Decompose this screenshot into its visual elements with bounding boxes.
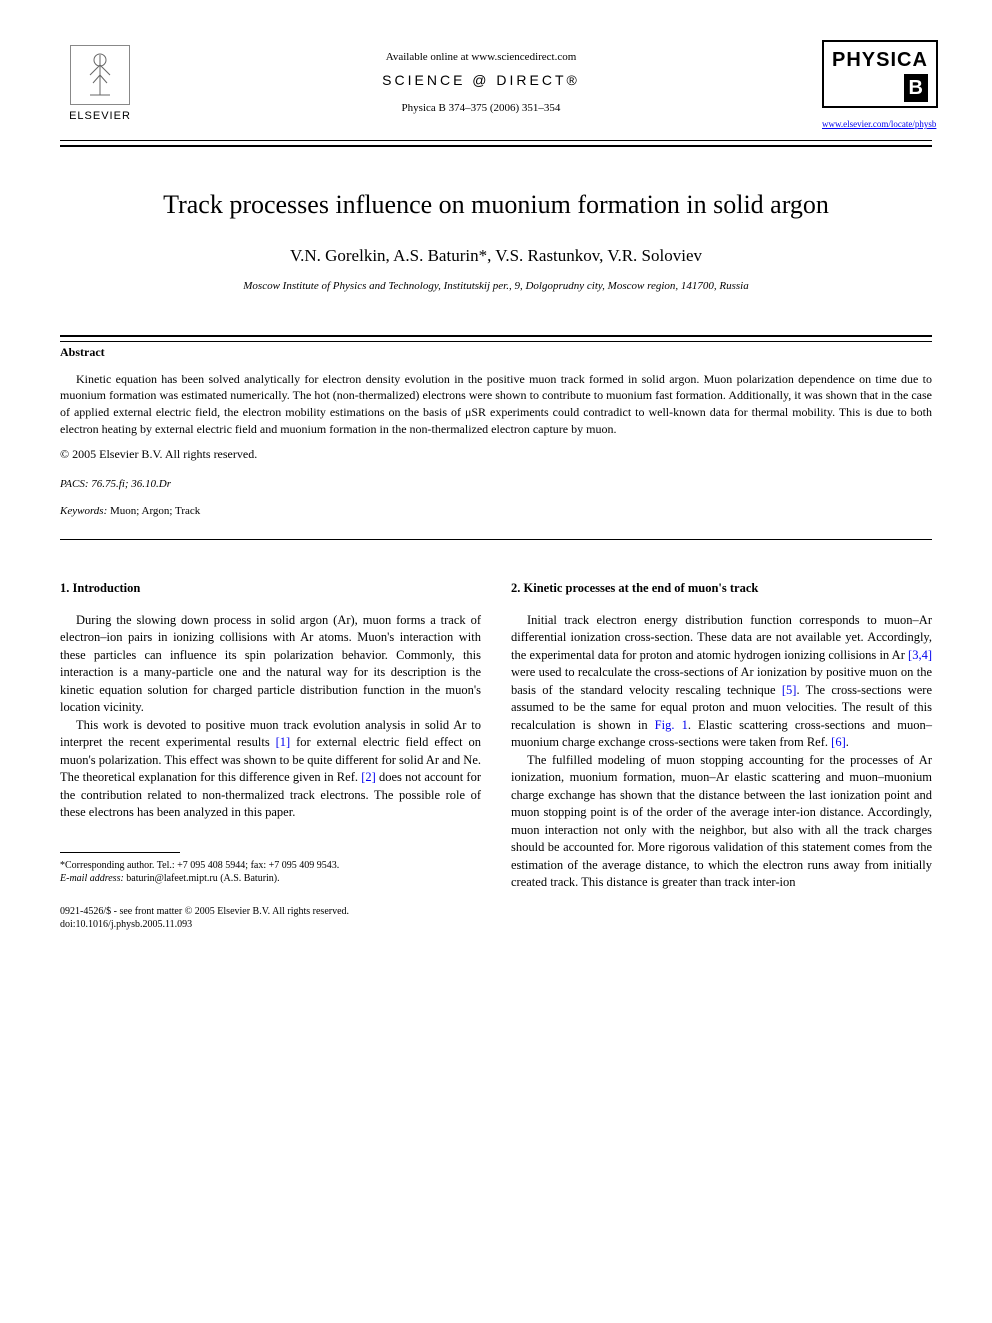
top-rule-thin: [60, 140, 932, 141]
copyright: © 2005 Elsevier B.V. All rights reserved…: [60, 446, 932, 463]
elsevier-label: ELSEVIER: [69, 109, 131, 124]
intro-p2: This work is devoted to positive muon tr…: [60, 717, 481, 822]
elsevier-tree-icon: [70, 45, 130, 105]
physica-logo: PHYSICAB www.elsevier.com/locate/physb: [822, 40, 932, 132]
ref-2-link[interactable]: [2]: [361, 770, 376, 784]
abstract-section: Abstract Kinetic equation has been solve…: [60, 344, 932, 520]
kinetic-p1a: Initial track electron energy distributi…: [511, 613, 932, 662]
physica-letter: B: [904, 74, 927, 102]
ref-6-link[interactable]: [6]: [831, 735, 846, 749]
journal-reference: Physica B 374–375 (2006) 351–354: [140, 101, 822, 116]
ref-5-link[interactable]: [5]: [782, 683, 797, 697]
ref-1-link[interactable]: [1]: [276, 735, 291, 749]
abstract-heading: Abstract: [60, 344, 932, 361]
email-label: E-mail address:: [60, 873, 124, 884]
footnote-separator: [60, 852, 180, 853]
kinetic-p2: The fulfilled modeling of muon stopping …: [511, 752, 932, 892]
footer-bar: 0921-4526/$ - see front matter © 2005 El…: [60, 905, 481, 931]
affiliation: Moscow Institute of Physics and Technolo…: [60, 279, 932, 294]
header-center: Available online at www.sciencedirect.co…: [140, 40, 822, 116]
abstract-top-rule-thin: [60, 341, 932, 342]
kinetic-p1e: .: [846, 735, 849, 749]
right-column: 2. Kinetic processes at the end of muon'…: [511, 580, 932, 931]
left-column: 1. Introduction During the slowing down …: [60, 580, 481, 931]
physica-label: PHYSICA: [832, 49, 928, 71]
authors: V.N. Gorelkin, A.S. Baturin*, V.S. Rastu…: [60, 244, 932, 268]
journal-link[interactable]: www.elsevier.com/locate/physb: [822, 119, 936, 129]
keywords: Keywords: Muon; Argon; Track: [60, 504, 932, 519]
ref-34-link[interactable]: [3,4]: [908, 648, 932, 662]
abstract-text: Kinetic equation has been solved analyti…: [60, 371, 932, 438]
doi-line: doi:10.1016/j.physb.2005.11.093: [60, 918, 481, 931]
kinetic-p1: Initial track electron energy distributi…: [511, 612, 932, 752]
corresponding-author-footnote: *Corresponding author. Tel.: +7 095 408 …: [60, 859, 481, 872]
email-footnote: E-mail address: baturin@lafeet.mipt.ru (…: [60, 872, 481, 885]
section-1-heading: 1. Introduction: [60, 580, 481, 598]
abstract-top-rule: [60, 335, 932, 337]
page-header: ELSEVIER Available online at www.science…: [60, 40, 932, 132]
abstract-body: Kinetic equation has been solved analyti…: [60, 372, 932, 436]
physica-box: PHYSICA B: [822, 40, 938, 108]
top-rule-thick: [60, 145, 932, 147]
pacs: PACS: 76.75.fi; 36.10.Dr: [60, 477, 932, 492]
body-columns: 1. Introduction During the slowing down …: [60, 580, 932, 931]
email-address: baturin@lafeet.mipt.ru (A.S. Baturin).: [124, 873, 280, 884]
science-direct-logo: SCIENCE @ DIRECT®: [140, 71, 822, 91]
keywords-label: Keywords:: [60, 505, 107, 517]
keywords-values: Muon; Argon; Track: [107, 505, 200, 517]
intro-p1: During the slowing down process in solid…: [60, 612, 481, 717]
abstract-bottom-rule: [60, 539, 932, 540]
elsevier-logo: ELSEVIER: [60, 40, 140, 130]
article-title: Track processes influence on muonium for…: [60, 187, 932, 223]
front-matter-line: 0921-4526/$ - see front matter © 2005 El…: [60, 905, 481, 918]
available-online-text: Available online at www.sciencedirect.co…: [140, 50, 822, 65]
section-2-heading: 2. Kinetic processes at the end of muon'…: [511, 580, 932, 598]
fig-1-link[interactable]: Fig. 1: [655, 718, 688, 732]
